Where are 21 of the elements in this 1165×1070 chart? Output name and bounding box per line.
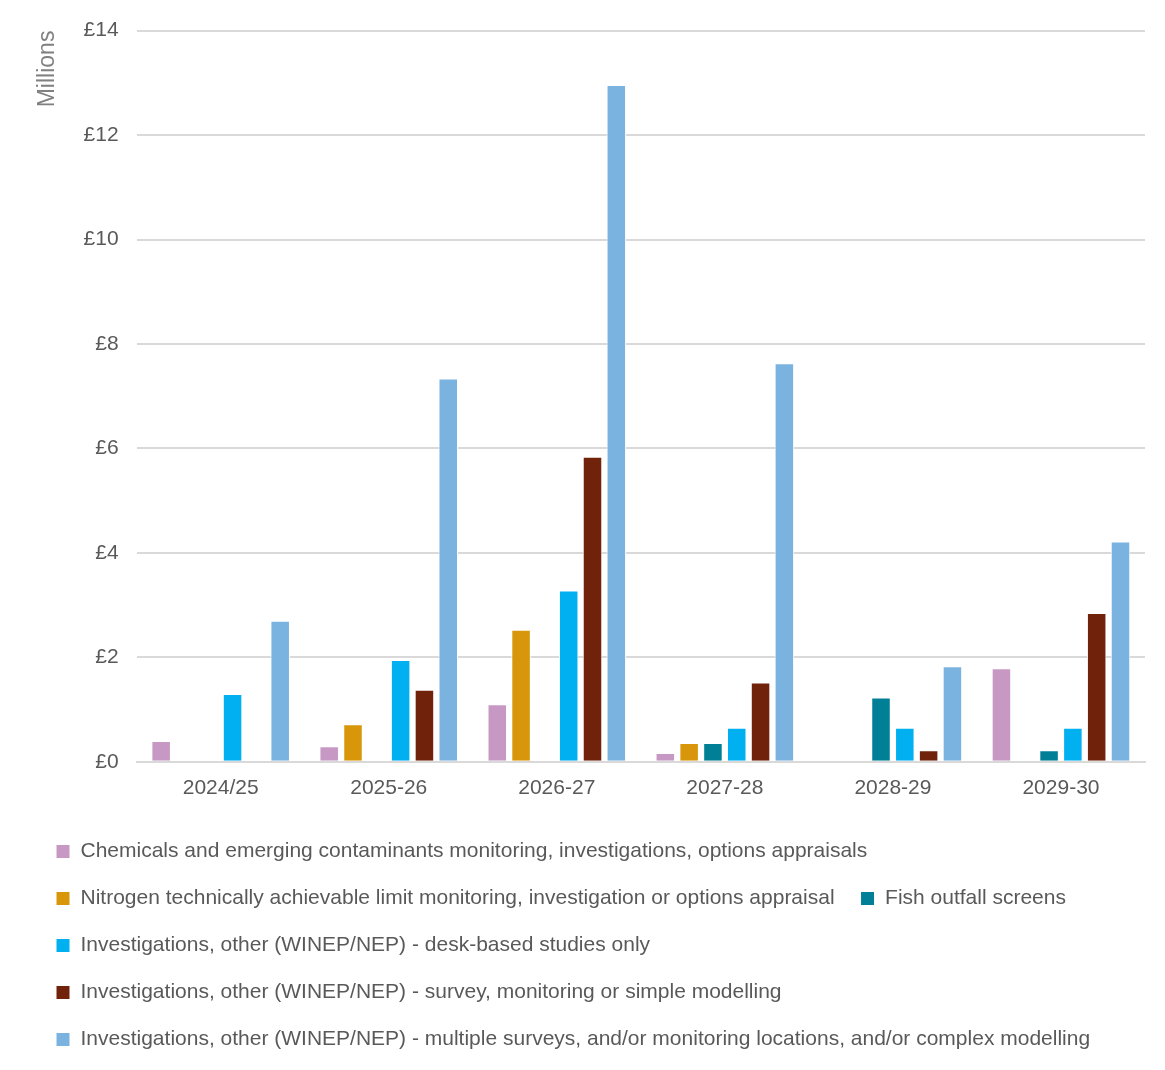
x-tick-label: 2027-28 <box>686 775 764 799</box>
legend-label: Investigations, other (WINEP/NEP) - desk-based studies only <box>80 932 651 956</box>
x-tick-label: 2029-30 <box>1022 775 1100 799</box>
x-tick-label: 2028-29 <box>854 775 932 799</box>
legend-label: Nitrogen technically achievable limit monitoring, investigation or options appraisal <box>80 885 835 909</box>
y-tick-label: £4 <box>95 539 119 563</box>
legend-label: Fish outfall screens <box>885 885 1066 909</box>
x-tick-label: 2024/25 <box>182 775 259 799</box>
x-tick-label: 2025-26 <box>350 775 428 799</box>
y-tick-label: £2 <box>95 644 119 668</box>
y-tick-label: £14 <box>83 17 119 41</box>
y-axis-title: Millions <box>33 30 60 108</box>
y-tick-label: £0 <box>95 748 119 772</box>
y-tick-label: £10 <box>83 226 119 250</box>
x-tick-label: 2026-27 <box>518 775 596 799</box>
legend-label: Investigations, other (WINEP/NEP) - multiple surveys, and/or monitoring locations, and/or complex modelling <box>80 1026 1091 1050</box>
y-tick-label: £6 <box>95 435 119 459</box>
y-tick-label: £12 <box>83 121 119 145</box>
y-tick-label: £8 <box>95 330 119 354</box>
legend-label: Chemicals and emerging contaminants monitoring, investigations, options appraisals <box>80 838 868 862</box>
legend-label: Investigations, other (WINEP/NEP) - survey, monitoring or simple modelling <box>80 979 782 1003</box>
